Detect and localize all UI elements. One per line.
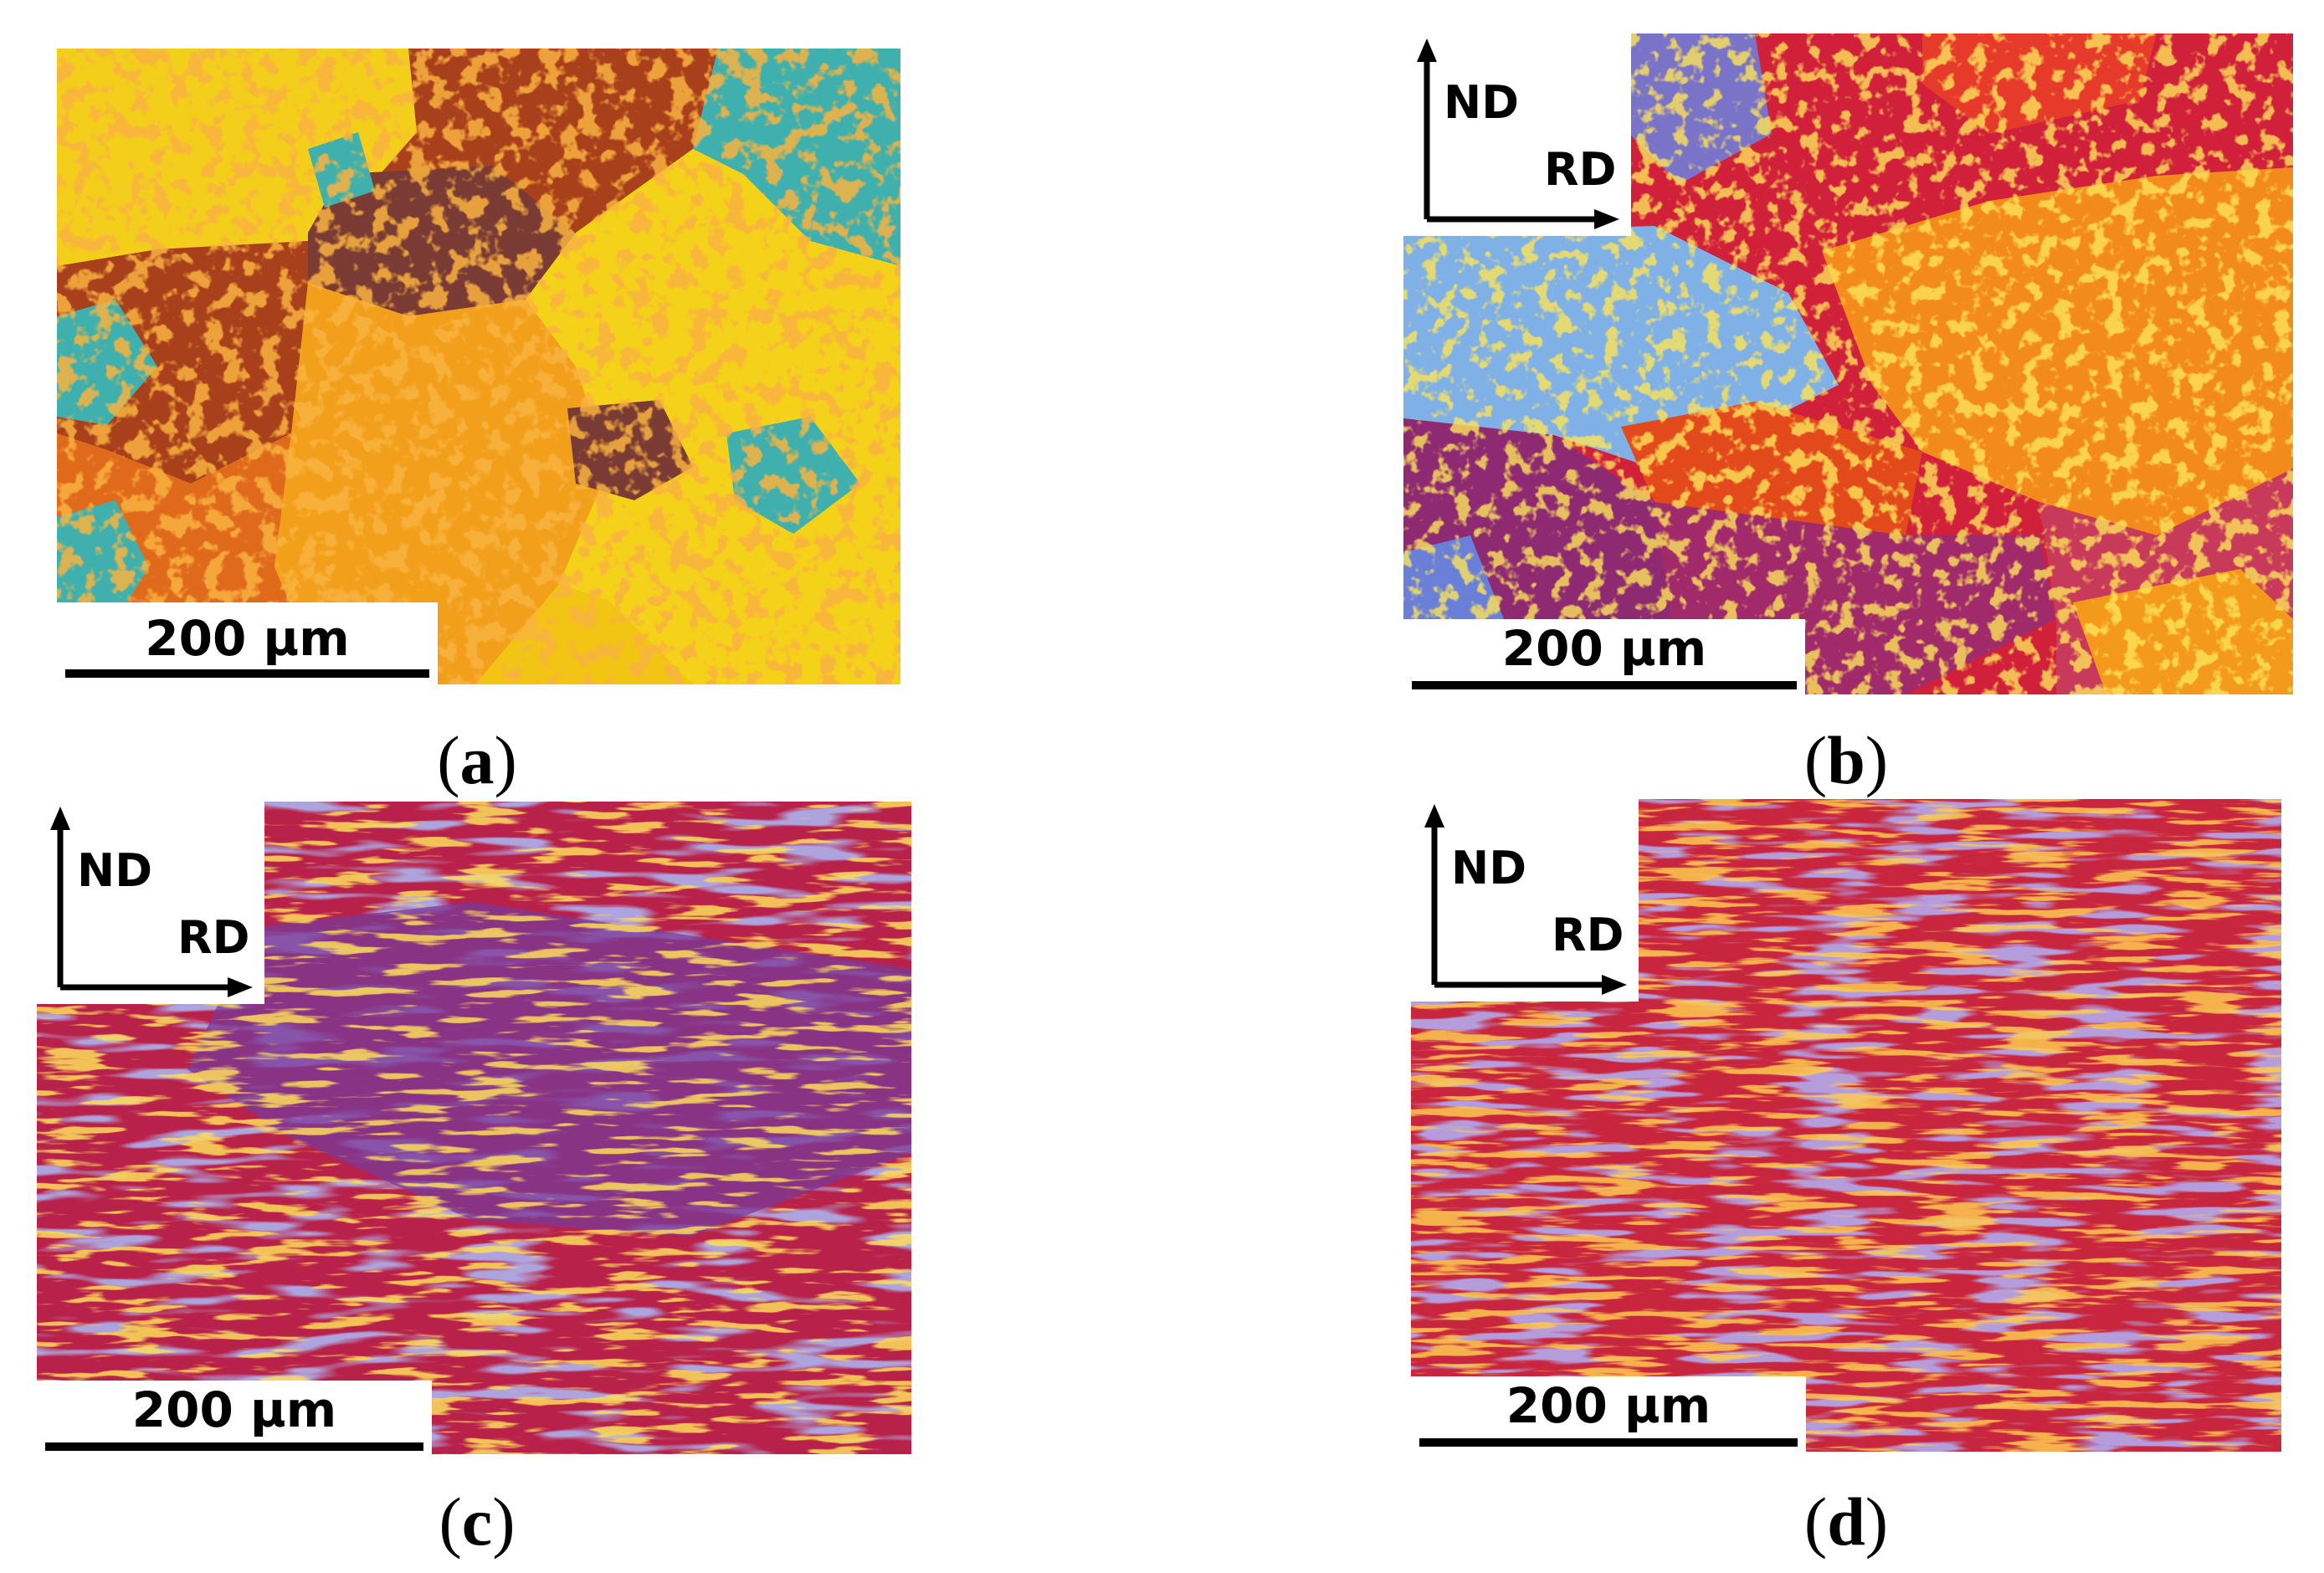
scale-bar-line: [1419, 1438, 1798, 1447]
axis-label-nd: ND: [77, 844, 153, 897]
axis-arrows-icon: [1417, 38, 1619, 229]
caption-letter: a: [459, 722, 495, 798]
micrograph-a: [57, 49, 900, 684]
axis-indicator-b: ND RD: [1403, 33, 1631, 236]
scale-bar-label: 200 µm: [1501, 620, 1707, 677]
scale-bar-label: 200 µm: [131, 1381, 337, 1438]
caption-letter: b: [1827, 722, 1865, 798]
caption-letter: c: [461, 1483, 493, 1560]
caption-b: (b): [1803, 722, 1889, 798]
scale-bar-line: [65, 669, 429, 678]
axis-indicator-c: ND RD: [37, 802, 264, 1004]
micrograph-c: [37, 802, 911, 1454]
axis-label-rd: RD: [177, 911, 250, 964]
scale-bar-a: 200 µm: [57, 602, 438, 684]
scale-bar-line: [45, 1442, 423, 1451]
axis-label-nd: ND: [1451, 842, 1527, 894]
scale-bar-d: 200 µm: [1411, 1376, 1806, 1452]
scale-bar-line: [1412, 681, 1797, 689]
caption-a: (a): [437, 722, 517, 798]
caption-letter: d: [1827, 1483, 1865, 1560]
scale-bar-b: 200 µm: [1403, 619, 1805, 694]
axis-arrows-icon: [1424, 804, 1627, 995]
scale-bar-label: 200 µm: [145, 610, 350, 667]
scale-bar-label: 200 µm: [1506, 1377, 1711, 1434]
scale-bar-c: 200 µm: [37, 1381, 432, 1456]
caption-d: (d): [1803, 1483, 1889, 1560]
axis-label-rd: RD: [1544, 143, 1617, 196]
axis-label-rd: RD: [1552, 909, 1624, 961]
axis-arrows-icon: [50, 807, 253, 997]
caption-c: (c): [439, 1483, 516, 1560]
axis-label-nd: ND: [1444, 76, 1520, 129]
axis-indicator-d: ND RD: [1411, 799, 1639, 1002]
